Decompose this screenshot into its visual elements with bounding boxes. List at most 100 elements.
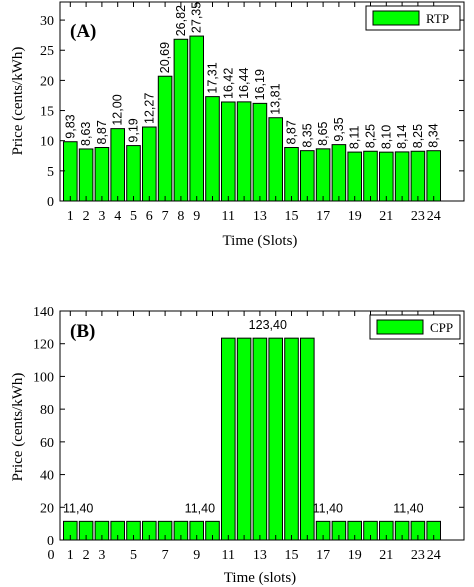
b-xtick-label: 3 (98, 548, 105, 563)
a-bar-12 (236, 101, 252, 202)
a-bar-14 (268, 117, 283, 202)
a-data-label-21: 8,10 (379, 125, 393, 149)
b-xtick-label: 2 (83, 548, 90, 563)
a-ytick-label: 5 (47, 165, 54, 180)
a-data-label-17: 8,65 (316, 121, 330, 145)
a-xtick-label: 5 (130, 209, 137, 224)
a-xtick-label: 15 (285, 209, 299, 224)
a-ytick-label: 10 (40, 135, 54, 150)
a-xtick-label: 19 (348, 209, 362, 224)
a-data-label-14: 13,81 (269, 83, 283, 114)
chart-a-legend-swatch (372, 10, 420, 26)
chart-a-legend-label: RTP (426, 11, 449, 26)
b-xtick-label: 7 (162, 548, 169, 563)
a-ytick-label: 15 (40, 105, 54, 120)
b-xtick-label: 15 (285, 548, 299, 563)
b-bar-15 (284, 337, 299, 541)
b-bar-14 (268, 337, 283, 541)
b-ytick-label: 60 (40, 436, 54, 451)
a-bar-18 (331, 144, 347, 202)
a-data-label-1: 9,83 (63, 114, 77, 138)
b-ytick-label: 80 (40, 403, 54, 418)
a-xtick-label: 3 (98, 209, 105, 224)
a-data-label-15: 8,87 (285, 120, 299, 144)
a-xtick-label: 1 (67, 209, 74, 224)
a-bar-2 (78, 148, 94, 202)
a-bar-5 (126, 145, 141, 202)
a-data-label-20: 8,25 (364, 124, 378, 148)
b-bar-13 (252, 337, 268, 541)
b-ytick-label: 0 (47, 534, 54, 549)
a-bar-11 (221, 101, 236, 202)
a-data-label-10: 17,31 (206, 62, 220, 93)
a-data-label-18: 9,35 (332, 117, 346, 141)
a-xtick-label: 17 (316, 209, 330, 224)
chart-a-legend: RTP (365, 5, 461, 31)
a-data-label-12: 16,44 (237, 68, 251, 99)
a-xtick-label: 11 (222, 209, 235, 224)
a-ytick-label: 30 (40, 14, 54, 29)
a-xtick-label: 6 (146, 209, 153, 224)
a-data-label-24: 8,34 (427, 123, 441, 147)
chart-a-ylabel: Price (cents/kWh) (10, 47, 26, 156)
a-data-label-5: 9,19 (127, 118, 141, 142)
a-data-label-4: 12,00 (111, 94, 125, 125)
a-bar-1 (63, 141, 78, 202)
b-ytick-label: 140 (33, 305, 54, 320)
a-xtick-label: 4 (114, 209, 121, 224)
a-data-label-11: 16,42 (221, 68, 235, 99)
b-xtick-label: 24 (427, 548, 441, 563)
b-xtick-label: 23 (411, 548, 425, 563)
b-xtick-label: 21 (379, 548, 393, 563)
b-xtick-label: 5 (130, 548, 137, 563)
a-xtick-label: 8 (177, 209, 184, 224)
b-xtick-label: 1 (67, 548, 74, 563)
a-xtick-label: 21 (379, 209, 393, 224)
a-bar-15 (284, 147, 299, 202)
b-xtick-label: 9 (193, 548, 200, 563)
b-xtick-label: 11 (222, 548, 235, 563)
b-bar-11 (221, 337, 236, 541)
chart-b-ylabel: Price (cents/kWh) (10, 373, 26, 482)
a-xtick-label: 13 (253, 209, 267, 224)
b-annotation-0: 11,40 (63, 501, 93, 515)
chart-b-panel-label: (B) (70, 321, 95, 342)
a-xtick-label: 23 (411, 209, 425, 224)
chart-b-legend: CPP (369, 314, 461, 340)
a-bar-21 (379, 151, 394, 202)
a-bar-4 (110, 128, 126, 202)
a-data-label-9: 27,35 (190, 2, 204, 33)
a-xtick-label: 24 (427, 209, 441, 224)
chart-b-xlabel: Time (slots) (224, 570, 296, 586)
a-bar-9 (189, 35, 204, 202)
a-bar-13 (252, 102, 268, 202)
b-ytick-label: 20 (40, 501, 54, 516)
a-bar-10 (205, 96, 220, 202)
a-data-label-13: 16,19 (253, 69, 267, 100)
a-data-label-3: 8,87 (95, 120, 109, 144)
b-ytick-label: 40 (40, 469, 54, 484)
b-annotation-2: 123,40 (249, 318, 287, 332)
a-bar-24 (426, 150, 441, 202)
b-xtick-label: 0 (48, 548, 55, 563)
a-bar-17 (315, 148, 331, 202)
a-bar-8 (173, 38, 189, 202)
a-bar-23 (410, 150, 426, 202)
chart-b-legend-swatch (376, 319, 424, 335)
b-bar-12 (236, 337, 252, 541)
a-data-label-19: 8,11 (348, 126, 362, 149)
b-annotation-3: 11,40 (313, 501, 343, 515)
a-xtick-label: 9 (193, 209, 200, 224)
a-data-label-22: 8,14 (395, 125, 409, 149)
b-xtick-label: 19 (348, 548, 362, 563)
a-data-label-8: 26,82 (174, 5, 188, 36)
a-bar-22 (394, 151, 410, 202)
chart-b-legend-label: CPP (430, 320, 453, 335)
a-ytick-label: 0 (47, 195, 54, 210)
b-xtick-label: 17 (316, 548, 330, 563)
a-data-label-2: 8,63 (79, 122, 93, 146)
a-bar-19 (347, 151, 362, 202)
